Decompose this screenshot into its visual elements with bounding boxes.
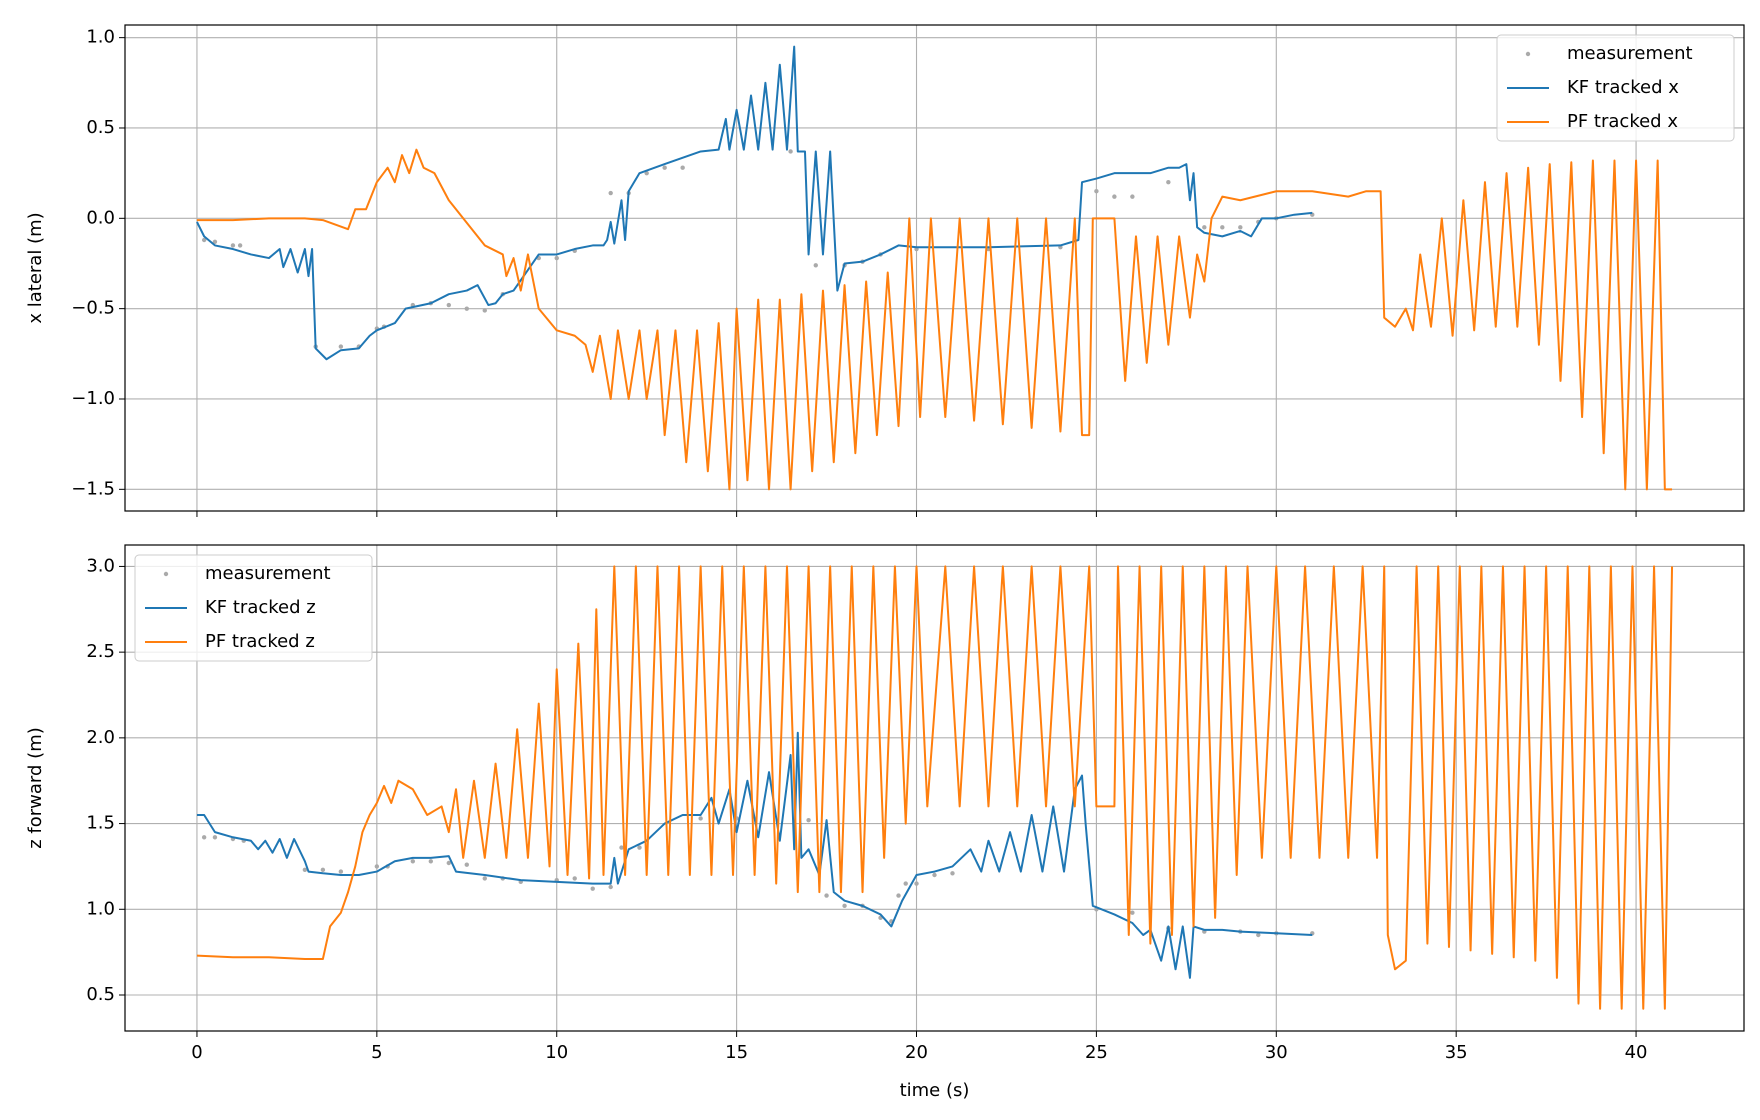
measurement-point xyxy=(237,243,243,248)
plot-area xyxy=(196,565,1674,1010)
legend-box xyxy=(134,554,373,662)
y-tick-label: 3.0 xyxy=(86,555,115,576)
measurement-point xyxy=(806,817,811,823)
measurement-point xyxy=(464,306,469,311)
y-axis-label: x lateral (m) xyxy=(25,212,46,323)
measurement-point xyxy=(1220,225,1225,230)
series-line xyxy=(196,148,1673,491)
measurement-point xyxy=(1256,932,1261,938)
measurement-point xyxy=(608,884,613,890)
legend-box xyxy=(1496,34,1735,142)
y-axis-label: z forward (m) xyxy=(25,727,46,848)
measurement-point xyxy=(212,835,218,840)
measurement-point xyxy=(446,302,451,308)
y-tick-label: 0.0 xyxy=(86,207,115,228)
x-tick-label: 15 xyxy=(725,1042,748,1063)
x-tick-label: 0 xyxy=(191,1042,202,1063)
x-tick-label: 20 xyxy=(905,1042,928,1063)
measurement-point xyxy=(619,845,624,850)
axes: −1.5 −1.0 −0.5 0.0 0.5 1.0 x lateral (m) measur… xyxy=(25,24,1745,517)
measurement-point xyxy=(914,881,919,886)
measurement-point xyxy=(1130,910,1135,915)
y-tick-label: 0.5 xyxy=(86,984,115,1005)
measurement-point xyxy=(446,860,451,866)
measurement-point xyxy=(338,869,344,874)
measurement-point xyxy=(374,864,380,869)
series-line xyxy=(196,731,1313,979)
y-tick-label: 2.0 xyxy=(86,727,115,748)
measurement-point xyxy=(842,903,847,909)
measurement-point xyxy=(1130,194,1135,199)
x-tick-label: 5 xyxy=(371,1042,382,1063)
measurement-point xyxy=(572,876,577,881)
plot-area xyxy=(196,45,1673,491)
y-tick-label: 0.5 xyxy=(86,117,115,138)
legend-label: KF tracked x xyxy=(1567,77,1679,98)
axes-frame xyxy=(124,544,1745,1032)
y-tick-label: −1.0 xyxy=(71,388,115,409)
measurement-point xyxy=(554,255,559,261)
measurement-point xyxy=(302,867,308,873)
measurement-point xyxy=(212,239,218,245)
legend-marker xyxy=(163,571,169,577)
measurement-point xyxy=(1238,225,1243,230)
series-line xyxy=(196,565,1674,1010)
measurement-point xyxy=(637,845,642,850)
x-tick-label: 10 xyxy=(545,1042,568,1063)
y-tick-label: −1.5 xyxy=(71,478,115,499)
series-line xyxy=(196,45,1313,361)
legend-label: measurement xyxy=(205,563,331,584)
measurement-point xyxy=(201,835,207,840)
measurement-point xyxy=(662,165,667,170)
measurement-point xyxy=(813,263,818,268)
measurement-point xyxy=(680,165,685,170)
measurement-point xyxy=(338,344,344,349)
x-axis-label: time (s) xyxy=(900,1080,970,1101)
legend: measurement KF tracked z PF tracked z xyxy=(134,554,373,662)
y-tick-label: 1.5 xyxy=(86,813,115,834)
measurement-point xyxy=(1166,179,1171,185)
legend-label: PF tracked x xyxy=(1567,111,1678,132)
legend-label: measurement xyxy=(1567,43,1693,64)
measurement-point xyxy=(698,816,703,821)
legend-label: KF tracked z xyxy=(205,597,316,618)
x-tick-label: 25 xyxy=(1085,1042,1108,1063)
measurement-point xyxy=(1094,189,1099,194)
measurement-point xyxy=(482,308,487,313)
measurement-point xyxy=(788,149,793,154)
measurement-point xyxy=(824,893,829,898)
x-tick-label: 30 xyxy=(1265,1042,1288,1063)
measurement-point xyxy=(428,859,434,864)
axes: 0 5 10 15 20 25 30 35 40 0.5 1.0 1.5 2.0 2.5 3.0 z forw… xyxy=(25,544,1745,1101)
measurement-point xyxy=(230,243,236,248)
y-tick-label: 1.0 xyxy=(86,27,115,48)
legend-label: PF tracked z xyxy=(205,631,315,652)
legend-marker xyxy=(1525,51,1531,57)
x-tick-label: 35 xyxy=(1445,1042,1468,1063)
measurement-point xyxy=(896,893,901,898)
measurement-point xyxy=(320,867,326,873)
measurement-point xyxy=(932,872,937,878)
measurement-point xyxy=(950,871,955,876)
measurement-point xyxy=(464,862,469,867)
measurement-point xyxy=(608,190,613,196)
legend: measurement KF tracked x PF tracked x xyxy=(1496,34,1735,142)
y-tick-label: 1.0 xyxy=(86,898,115,919)
measurement-point xyxy=(644,170,649,176)
y-tick-label: −0.5 xyxy=(71,298,115,319)
y-tick-label: 2.5 xyxy=(86,641,115,662)
measurement-point xyxy=(1202,225,1207,230)
measurement-point xyxy=(482,876,487,881)
measurement-point xyxy=(1112,194,1117,199)
x-tick-label: 40 xyxy=(1625,1042,1648,1063)
axes-frame xyxy=(124,24,1745,512)
measurement-point xyxy=(903,881,908,886)
measurement-point xyxy=(201,237,207,243)
measurement-point xyxy=(590,886,595,891)
measurement-point xyxy=(410,859,416,864)
